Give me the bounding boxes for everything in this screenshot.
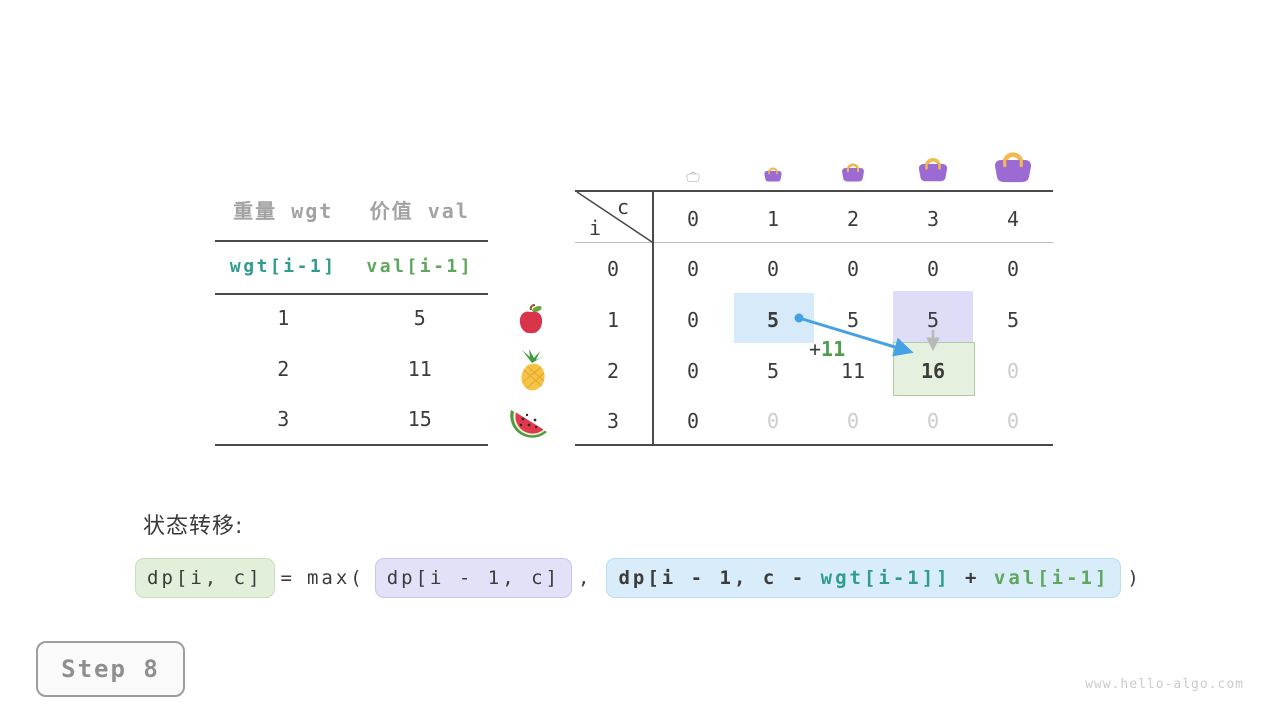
apple-icon [519, 304, 543, 334]
dp-cell-2-0: 0 [686, 359, 700, 383]
watermark: www.hello-algo.com [1085, 677, 1244, 692]
plus-sign: + [809, 337, 822, 361]
bag-capacity-2-icon [840, 163, 866, 182]
dp-cell-0-4: 0 [1006, 257, 1020, 281]
weight-column-header: 重量 wgt [233, 199, 334, 223]
item-row-3: 3 15 [215, 407, 488, 431]
bag-capacity-3-icon [917, 158, 949, 182]
formula-comma: , [578, 567, 593, 589]
dp-table-diagonal-rule [576, 191, 653, 243]
row-header-i3: 3 [606, 409, 620, 433]
dp-cell-0-0: 0 [686, 257, 700, 281]
dp-cell-3-4: 0 [1006, 409, 1020, 433]
step-badge-label: Step 8 [61, 655, 160, 683]
added-value-annotation: +11 [809, 337, 845, 361]
dp-cell-3-2: 0 [846, 409, 860, 433]
dp-cell-3-0: 0 [686, 409, 700, 433]
item-1-value: 5 [413, 306, 426, 330]
dp-cell-1-0: 0 [686, 308, 700, 332]
dp-table-bottom-rule [575, 444, 1053, 446]
step-badge: Step 8 [36, 641, 185, 697]
item-2-weight: 2 [277, 357, 290, 381]
items-table: 重量 wgt 价值 val wgt[i-1] val[i-1] 1 5 2 11… [215, 195, 488, 450]
formula-arg-take-wgt: wgt[i-1]] [820, 567, 951, 589]
dp-cell-0-3: 0 [926, 257, 940, 281]
formula-arg-take-val: val[i-1] [993, 567, 1110, 589]
dp-cell-3-1: 0 [766, 409, 780, 433]
col-header-c0: 0 [686, 207, 700, 231]
formula-arg-take-prefix: dp[i - 1, c - [618, 567, 821, 589]
dp-cell-2-4: 0 [1006, 359, 1020, 383]
dp-cell-3-3: 0 [926, 409, 940, 433]
dp-cell-1-1: 5 [766, 308, 780, 332]
dp-table-header-rule [575, 242, 1053, 243]
bag-capacity-0-icon [686, 171, 700, 182]
formula-arg-skip: dp[i - 1, c] [374, 558, 573, 598]
col-header-c3: 3 [926, 207, 940, 231]
wgt-index-label: wgt[i-1] [229, 256, 337, 277]
item-3-value: 15 [407, 407, 432, 431]
row-header-i1: 1 [606, 308, 620, 332]
dp-cell-0-2: 0 [846, 257, 860, 281]
dp-cell-1-4: 5 [1006, 308, 1020, 332]
items-table-bottom-rule [215, 444, 488, 446]
bag-capacity-1-icon [763, 167, 783, 182]
items-table-top-rule [215, 240, 488, 242]
item-2-value: 11 [407, 357, 432, 381]
val-index-label: val[i-1] [366, 256, 474, 277]
dp-table: c i 0 1 2 3 4 0 1 2 3 0 0 0 0 0 0 5 5 5 … [575, 190, 1053, 448]
row-header-i0: 0 [606, 257, 620, 281]
formula-close-paren: ) [1127, 567, 1142, 589]
col-header-c2: 2 [846, 207, 860, 231]
items-table-index-row: wgt[i-1] val[i-1] [215, 256, 488, 277]
dp-cell-2-2: 11 [840, 359, 866, 383]
formula-lhs: dp[i, c] [135, 558, 275, 598]
formula-max-open: max( [306, 567, 365, 589]
dp-table-top-rule [575, 190, 1053, 192]
item-1-weight: 1 [277, 306, 290, 330]
state-transition-formula: dp[i, c] = max( dp[i - 1, c] , dp[i - 1,… [135, 558, 1148, 598]
formula-arg-take-plus: + [950, 567, 994, 589]
dp-table-vertical-rule [652, 190, 654, 446]
state-transition-label: 状态转移: [143, 514, 244, 539]
item-row-1: 1 5 [215, 306, 488, 330]
formula-arg-take: dp[i - 1, c - wgt[i-1]] + val[i-1] [606, 558, 1122, 598]
col-header-c4: 4 [1006, 207, 1020, 231]
corner-row-var: i [589, 216, 602, 240]
watermelon-icon [510, 410, 547, 438]
dp-cell-1-3: 5 [926, 308, 940, 332]
dp-cell-2-1: 5 [766, 359, 780, 383]
dp-cell-2-3: 16 [920, 359, 946, 383]
items-table-header-row: 重量 wgt 价值 val [215, 195, 488, 224]
col-header-c1: 1 [766, 207, 780, 231]
value-column-header: 价值 val [369, 199, 470, 223]
formula-equals: = [280, 567, 295, 589]
added-value: 11 [821, 337, 846, 361]
items-table-mid-rule [215, 293, 488, 295]
dp-cell-1-2: 5 [846, 308, 860, 332]
item-3-weight: 3 [277, 407, 290, 431]
pineapple-icon [521, 349, 545, 391]
dp-cell-0-1: 0 [766, 257, 780, 281]
corner-col-var: c [617, 195, 630, 219]
row-header-i2: 2 [606, 359, 620, 383]
bag-capacity-4-icon [990, 137, 1036, 183]
item-row-2: 2 11 [215, 357, 488, 381]
